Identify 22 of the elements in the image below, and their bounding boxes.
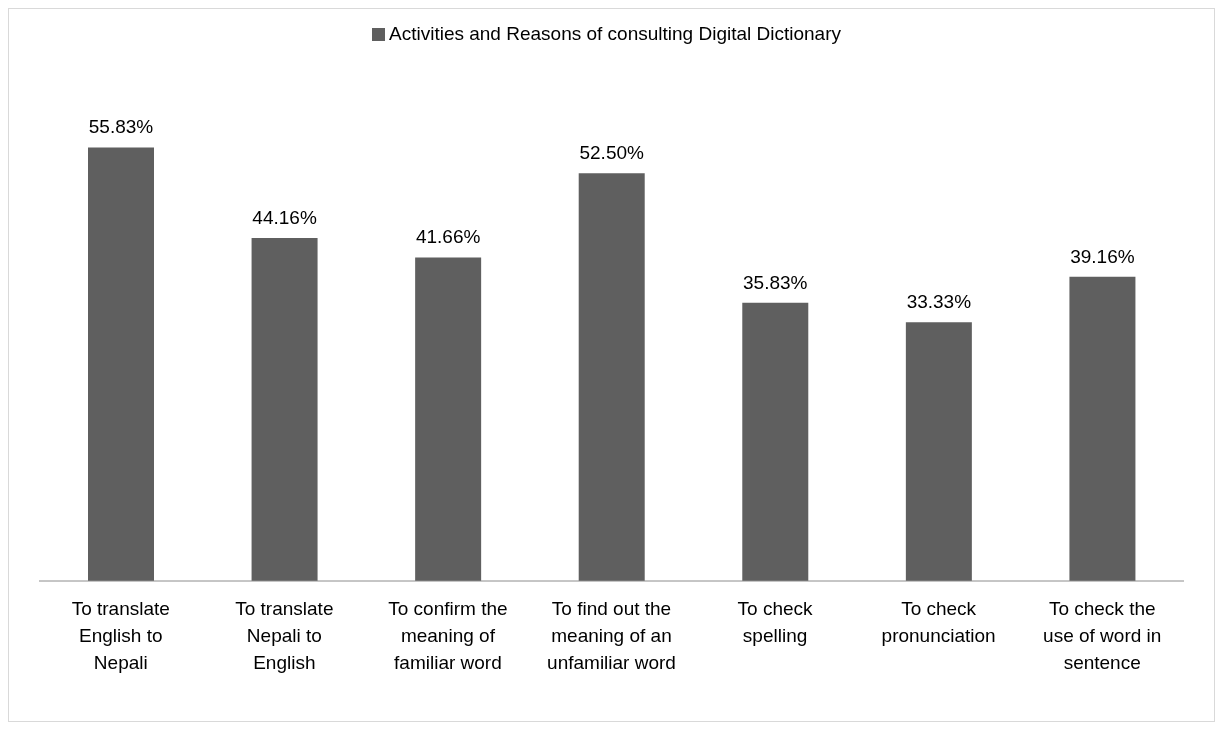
data-label: 39.16% [1070, 245, 1135, 267]
bar [88, 147, 154, 581]
x-tick-label: To translate English to Nepali [71, 598, 170, 673]
legend-label: Activities and Reasons of consulting Digital Dictionary [389, 23, 841, 44]
bar [1069, 276, 1136, 581]
x-tick-label: To translate Nepali to English [235, 598, 334, 673]
bar [578, 173, 645, 581]
x-tick-label: To find out the meaning of an unfamiliar word [547, 598, 676, 673]
x-tick-label: To check spelling [737, 598, 814, 646]
data-label: 33.33% [906, 291, 972, 313]
bar [415, 257, 482, 581]
x-tick-label: To check the use of word in sentence [1043, 598, 1162, 673]
data-label: 55.83% [88, 116, 154, 138]
data-label: 44.16% [252, 207, 317, 229]
bar [742, 302, 809, 581]
data-label: 52.50% [579, 142, 645, 164]
data-label: 41.66% [415, 226, 481, 248]
bar [251, 238, 318, 581]
x-tick-label: To confirm the meaning of familiar word [388, 598, 508, 673]
data-label: 35.83% [743, 271, 808, 293]
bar [905, 322, 972, 581]
x-tick-label: To check pronunciation [881, 598, 996, 646]
